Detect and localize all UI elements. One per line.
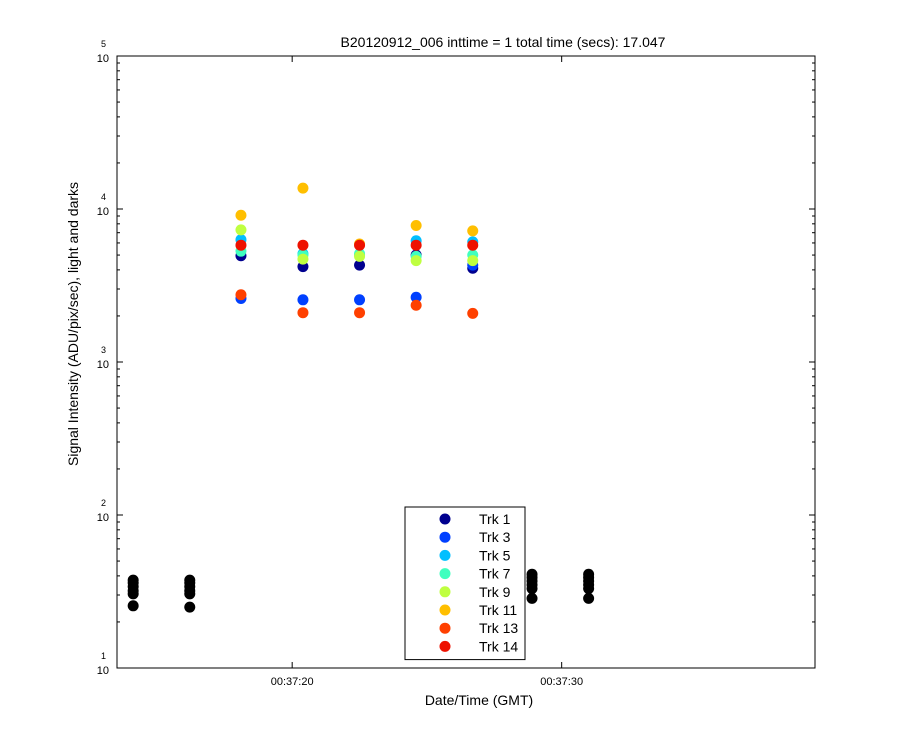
dark-point [583, 592, 595, 604]
dark-point [184, 574, 196, 586]
legend-marker-trk-3 [439, 531, 451, 543]
y-tick-exponent: 4 [101, 192, 106, 202]
y-axis-label: Signal Intensity (ADU/pix/sec), light an… [65, 182, 81, 466]
legend-label-trk-5: Trk 5 [479, 547, 511, 563]
point-trk-14 [354, 239, 366, 251]
y-tick-label: 10 [97, 512, 109, 524]
legend-label-trk-14: Trk 14 [479, 638, 518, 654]
point-trk-11 [235, 209, 247, 221]
point-trk-9 [354, 250, 366, 262]
dark-point [184, 601, 196, 613]
dark-point [526, 568, 538, 580]
point-trk-9 [410, 255, 422, 267]
legend-label-trk-7: Trk 7 [479, 566, 511, 582]
y-tick-label: 10 [97, 665, 109, 677]
legend-marker-trk-11 [439, 604, 451, 616]
legend: Trk 1 Trk 3 Trk 5 Trk 7 Trk 9 Trk 11 Trk 13 Trk… [404, 506, 526, 661]
point-trk-1 [354, 259, 366, 271]
dark-point [526, 592, 538, 604]
legend-marker-trk-7 [439, 568, 451, 580]
y-tick-exponent: 5 [101, 39, 106, 49]
legend-marker-trk-1 [439, 513, 451, 525]
legend-label-trk-1: Trk 1 [479, 511, 511, 527]
point-trk-9 [235, 224, 247, 236]
legend-marker-trk-9 [439, 586, 451, 598]
y-tick-label: 10 [97, 53, 109, 65]
x-tick-label: 00:37:30 [540, 676, 583, 688]
point-trk-11 [410, 220, 422, 232]
axis-ticks: 10 1 10 2 10 3 10 4 10 5 00:37:20 00:37:30 [97, 39, 815, 688]
point-trk-9 [297, 253, 309, 265]
legend-marker-trk-14 [439, 640, 451, 652]
point-trk-3 [410, 291, 422, 303]
legend-label-trk-9: Trk 9 [479, 584, 511, 600]
point-trk-11 [297, 182, 309, 194]
x-tick-label: 00:37:20 [271, 676, 314, 688]
chart-title: B20120912_006 inttime = 1 total time (se… [341, 34, 666, 50]
y-tick-label: 10 [97, 359, 109, 371]
point-trk-14 [410, 239, 422, 251]
point-trk-13 [354, 307, 366, 319]
y-tick-exponent: 2 [101, 498, 106, 508]
point-trk-3 [354, 294, 366, 306]
dark-point [583, 568, 595, 580]
x-axis-label: Date/Time (GMT) [425, 692, 533, 708]
point-trk-14 [235, 239, 247, 251]
data-points [127, 182, 595, 613]
point-trk-14 [297, 239, 309, 251]
legend-label-trk-3: Trk 3 [479, 529, 511, 545]
point-trk-13 [410, 299, 422, 311]
y-tick-exponent: 3 [101, 345, 106, 355]
y-tick-exponent: 1 [101, 651, 106, 661]
legend-label-trk-11: Trk 11 [479, 602, 517, 618]
legend-box [404, 506, 526, 661]
point-trk-13 [235, 289, 247, 301]
legend-label-trk-13: Trk 13 [479, 620, 518, 636]
point-trk-3 [297, 294, 309, 306]
point-trk-9 [467, 255, 479, 267]
legend-marker-trk-5 [439, 549, 451, 561]
point-trk-13 [467, 307, 479, 319]
point-trk-14 [467, 239, 479, 251]
dark-point [127, 574, 139, 586]
dark-point [127, 600, 139, 612]
legend-marker-trk-13 [439, 622, 451, 634]
y-tick-label: 10 [97, 206, 109, 218]
point-trk-13 [297, 307, 309, 319]
point-trk-11 [467, 225, 479, 237]
